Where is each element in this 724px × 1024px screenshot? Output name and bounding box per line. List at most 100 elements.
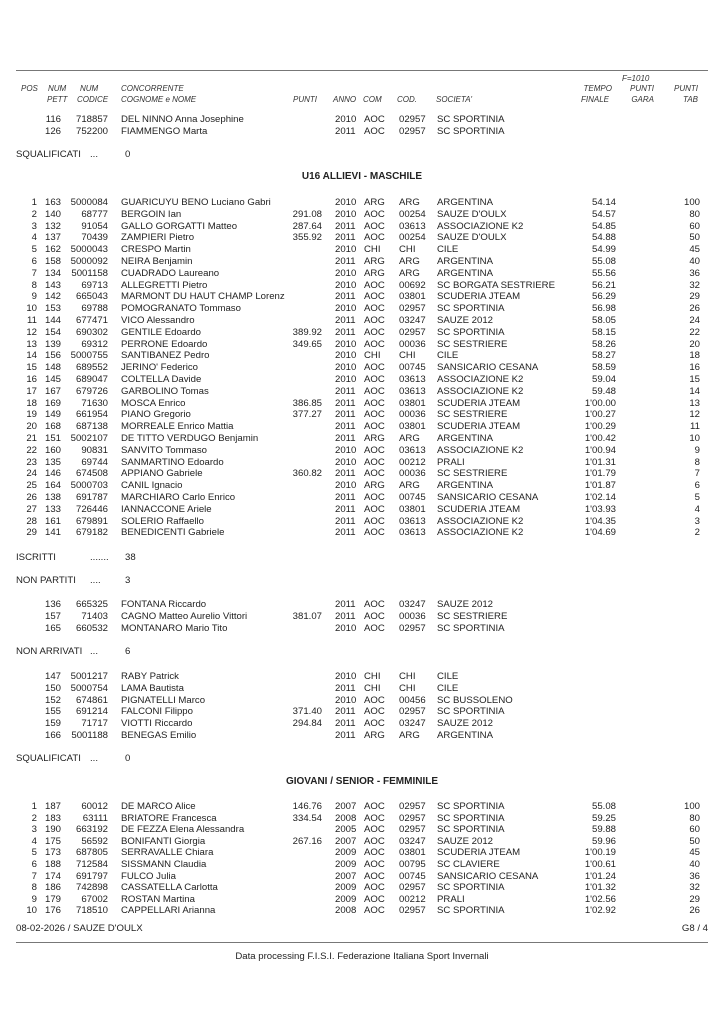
- tempo-finale: 58.59: [591, 362, 616, 374]
- anno: 2011: [335, 730, 356, 741]
- athlete-name: SANMARTINO Edoardo: [121, 456, 224, 468]
- num-pett: 146: [44, 468, 61, 480]
- com: CHI: [364, 350, 381, 362]
- anno: 2010: [335, 350, 357, 362]
- anno: 2010: [335, 444, 357, 456]
- num-pett: 168: [44, 421, 61, 433]
- num-pett: 145: [44, 374, 61, 385]
- societa: ASSOCIAZIONE K2: [437, 444, 524, 456]
- anno: 2010: [335, 244, 357, 256]
- tempo-finale: 1'01.31: [584, 456, 616, 468]
- athlete-name: CAPPELLARI Arianna: [121, 905, 216, 917]
- header-punti: PUNTI: [293, 95, 317, 104]
- athlete-name: GUARICUYU BENO Luciano Gabri: [121, 197, 271, 208]
- punti-tab: 7: [694, 468, 700, 480]
- header-gara: GARA: [631, 95, 654, 104]
- section-title: GIOVANI / SENIOR - FEMMINILE: [285, 776, 439, 787]
- punti-tab: 24: [689, 315, 700, 326]
- societa: PRALI: [437, 893, 465, 905]
- tempo-finale: 56.98: [591, 303, 616, 315]
- societa: SC SPORTINIA: [437, 114, 505, 125]
- num-pett: 140: [44, 208, 61, 220]
- athlete-name: DE MARCO Alice: [121, 801, 196, 812]
- cod: 02957: [399, 812, 426, 824]
- societa: SC BUSSOLENO: [437, 694, 513, 706]
- pos: 24: [26, 468, 37, 480]
- pos: 13: [26, 338, 37, 350]
- num-codice: 661954: [75, 409, 108, 421]
- com: AOC: [364, 706, 385, 718]
- tempo-finale: 54.57: [591, 208, 616, 220]
- num-codice: 5000703: [70, 480, 108, 492]
- societa: SAUZE 2012: [437, 835, 493, 847]
- tempo-finale: 58.26: [591, 338, 616, 350]
- societa: SC SESTRIERE: [437, 409, 508, 421]
- anno: 2011: [335, 492, 356, 503]
- tempo-finale: 54.99: [591, 244, 616, 256]
- pos: 8: [31, 882, 37, 894]
- num-pett: 160: [44, 444, 61, 456]
- punti-tab: 40: [689, 256, 700, 267]
- num-pett: 133: [44, 503, 61, 515]
- athlete-name: MARMONT DU HAUT CHAMP Lorenz: [121, 291, 285, 303]
- num-codice: 689552: [75, 362, 108, 374]
- com: AOC: [364, 801, 385, 812]
- summary-count: 6: [125, 646, 131, 657]
- anno: 2009: [335, 859, 357, 870]
- athlete-name: RABY Patrick: [121, 671, 179, 682]
- header-codice: CODICE: [77, 95, 109, 104]
- anno: 2010: [335, 338, 357, 350]
- athlete-name: PIGNATELLI Marco: [121, 694, 206, 706]
- anno: 2011: [335, 682, 356, 694]
- punti: 381.07: [292, 610, 322, 622]
- athlete-name: CUADRADO Laureano: [121, 267, 220, 279]
- punti-tab: 11: [690, 421, 700, 433]
- tempo-finale: 1'03.93: [584, 503, 616, 515]
- punti-tab: 45: [689, 244, 700, 256]
- num-codice: 70439: [81, 232, 108, 244]
- societa: ASSOCIAZIONE K2: [437, 220, 524, 232]
- num-codice: 90831: [81, 444, 108, 456]
- com: AOC: [364, 824, 385, 836]
- summary-count: 0: [125, 149, 131, 160]
- pos: 28: [26, 515, 37, 527]
- athlete-name: CRESPO Martin: [121, 244, 191, 256]
- com: AOC: [364, 385, 385, 397]
- header-nome: COGNOME e NOME: [121, 95, 197, 104]
- athlete-name: APPIANO Gabriele: [121, 468, 203, 480]
- punti-tab: 20: [689, 338, 700, 350]
- societa: CILE: [437, 671, 459, 682]
- num-pett: 179: [44, 893, 61, 905]
- num-pett: 175: [44, 835, 61, 847]
- num-codice: 69312: [81, 338, 108, 350]
- header-num2: NUM: [80, 84, 99, 93]
- num-codice: 742898: [75, 882, 108, 894]
- num-pett: 141: [44, 527, 61, 539]
- tempo-finale: 1'00.00: [584, 397, 616, 409]
- punti: 386.85: [292, 397, 322, 409]
- tempo-finale: 1'01.24: [584, 870, 616, 882]
- societa: SC SPORTINIA: [437, 905, 505, 917]
- punti-tab: 10: [689, 433, 700, 444]
- com: ARG: [364, 197, 385, 208]
- com: AOC: [364, 515, 385, 527]
- cod: 03801: [399, 503, 426, 515]
- summary-dots: ...: [90, 149, 98, 160]
- anno: 2010: [335, 362, 357, 374]
- punti: 294.84: [292, 718, 322, 730]
- cod: 03613: [399, 220, 426, 232]
- cod: ARG: [399, 480, 420, 492]
- anno: 2008: [335, 812, 357, 824]
- num-codice: 69713: [81, 279, 108, 291]
- athlete-name: JERINO' Federico: [121, 362, 199, 374]
- com: AOC: [364, 812, 385, 824]
- com: AOC: [364, 492, 385, 503]
- num-pett: 132: [44, 220, 61, 232]
- num-codice: 752200: [75, 125, 108, 137]
- pos: 8: [31, 279, 37, 291]
- num-pett: 190: [44, 824, 61, 836]
- cod: 00456: [399, 694, 426, 706]
- anno: 2010: [335, 622, 357, 634]
- societa: ARGENTINA: [437, 480, 493, 492]
- num-codice: 5000043: [70, 244, 108, 256]
